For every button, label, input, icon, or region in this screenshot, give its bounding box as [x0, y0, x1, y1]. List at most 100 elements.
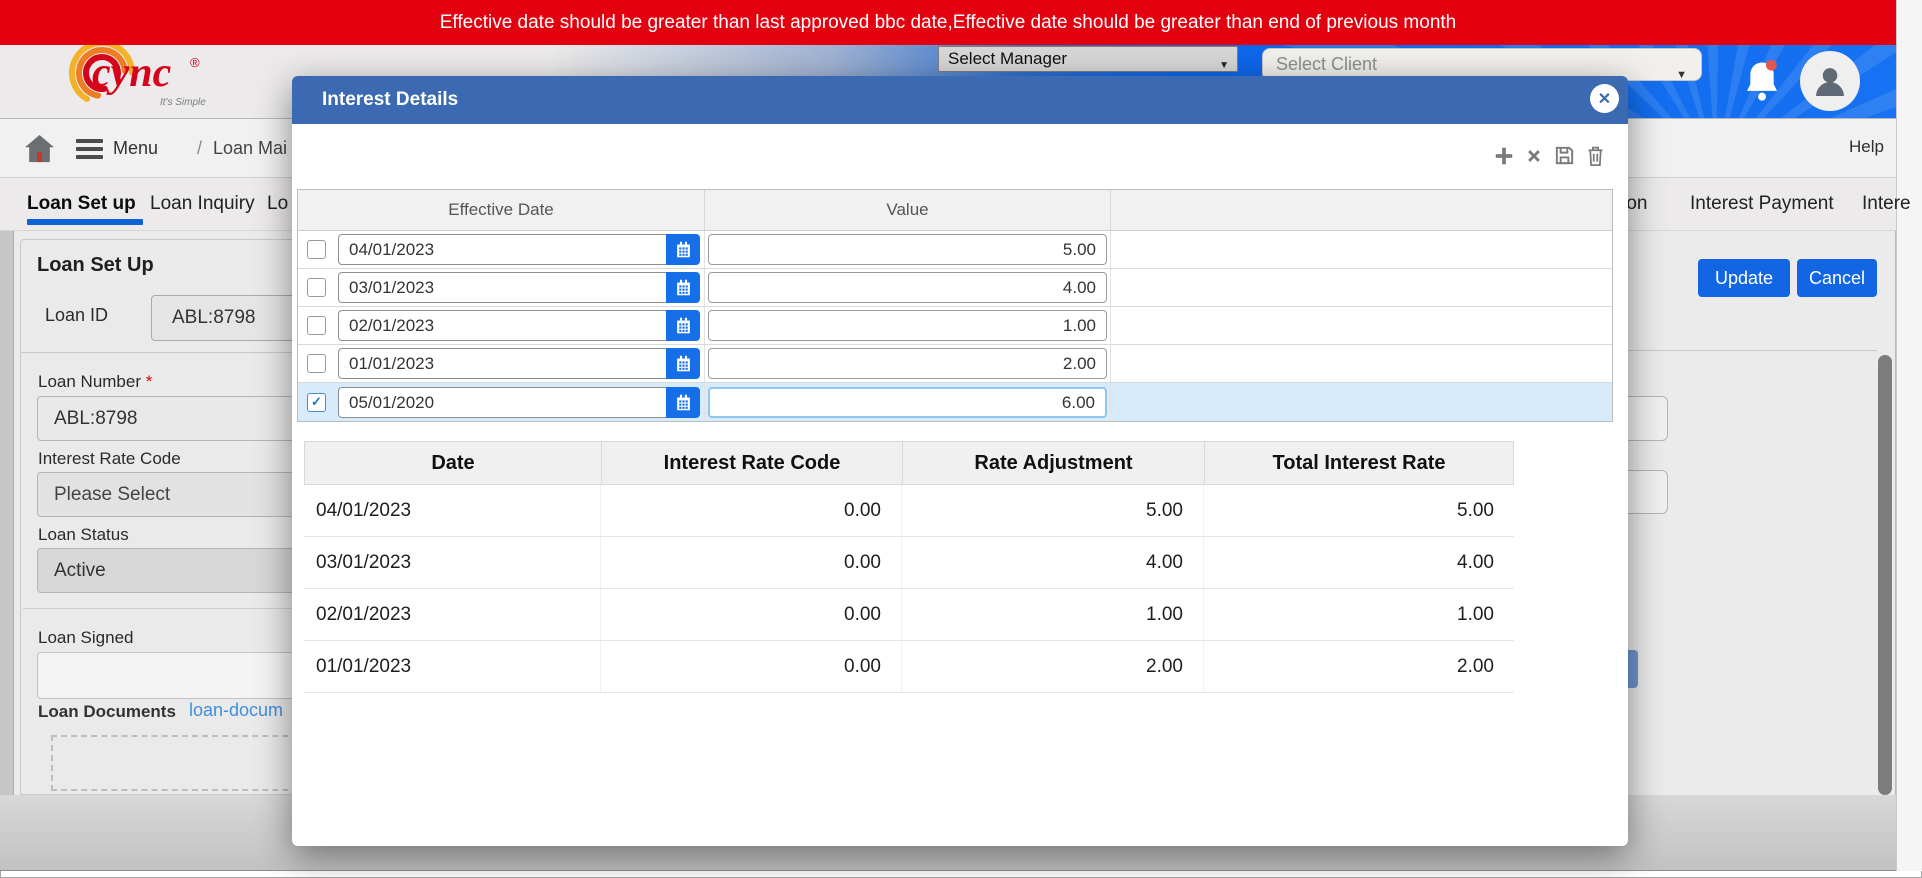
effective-date-input[interactable]: 02/01/2023	[338, 310, 666, 341]
total-interest-rate-column-header: Total Interest Rate	[1272, 451, 1446, 474]
interest-rate-code-cell: 0.00	[601, 641, 902, 692]
logo-registered-mark: ®	[190, 55, 200, 70]
interest-grid-row: 02/01/2023	[298, 307, 1612, 345]
calendar-button[interactable]	[666, 272, 700, 303]
page-title: Loan Set Up	[37, 254, 154, 276]
calendar-button[interactable]	[666, 234, 700, 265]
check-icon: ✓	[311, 394, 322, 409]
calendar-button[interactable]	[666, 348, 700, 379]
notifications-bell-icon[interactable]	[1742, 57, 1782, 103]
error-banner: Effective date should be greater than la…	[0, 0, 1896, 45]
tab-loan-clipped[interactable]: Lo	[267, 193, 289, 214]
client-select-placeholder: Select Client	[1276, 54, 1378, 74]
effective-date-input[interactable]: 04/01/2023	[338, 234, 666, 265]
interest-summary-table: Date Interest Rate Code Rate Adjustment …	[304, 441, 1514, 693]
calendar-button[interactable]	[666, 386, 700, 418]
row-checkbox[interactable]	[307, 354, 326, 373]
left-gutter	[0, 231, 14, 795]
loan-status-label: Loan Status	[38, 525, 129, 544]
interest-rate-code-cell: 0.00	[601, 485, 902, 536]
value-input[interactable]: 2.00	[708, 348, 1107, 379]
loan-number-label: Loan Number *	[38, 372, 153, 391]
interest-grid-row: 03/01/2023	[298, 269, 1612, 307]
loan-documents-link[interactable]: loan-docum	[189, 700, 284, 720]
summary-table-header: Date Interest Rate Code Rate Adjustment …	[304, 441, 1514, 485]
home-icon[interactable]	[24, 134, 55, 168]
total-interest-rate-cell: 1.00	[1457, 603, 1494, 625]
date-cell: 02/01/2023	[304, 589, 601, 640]
calendar-icon	[676, 317, 690, 334]
calendar-button[interactable]	[666, 310, 700, 341]
calendar-icon	[676, 241, 690, 258]
manager-select-value: Select Manager	[948, 49, 1068, 68]
row-checkbox[interactable]	[307, 316, 326, 335]
calendar-icon	[676, 394, 690, 410]
help-link[interactable]: Help	[1849, 137, 1884, 156]
value-input[interactable]: 6.00	[708, 386, 1107, 418]
save-button[interactable]	[1553, 144, 1576, 167]
close-icon[interactable]: ✕	[1590, 84, 1619, 113]
loan-signed-label: Loan Signed	[38, 628, 134, 647]
x-icon	[1528, 149, 1540, 162]
loan-id-label: Loan ID	[45, 305, 109, 325]
value-input[interactable]: 1.00	[708, 310, 1107, 341]
tab-loan-inquiry[interactable]: Loan Inquiry	[150, 193, 255, 214]
loan-documents-label: Loan Documents	[38, 702, 176, 721]
vertical-scrollbar[interactable]	[1878, 355, 1892, 795]
row-checkbox[interactable]: ✓	[307, 392, 326, 412]
rate-adjustment-cell: 2.00	[902, 641, 1204, 692]
summary-table-row: 02/01/2023 0.00 1.00 1.00	[304, 589, 1514, 641]
breadcrumb-page[interactable]: Loan Mai	[213, 138, 288, 158]
total-interest-rate-cell: 4.00	[1457, 551, 1494, 573]
effective-date-input[interactable]: 03/01/2023	[338, 272, 666, 303]
manager-select[interactable]: Select Manager ▼	[938, 46, 1238, 72]
date-column-header: Date	[305, 442, 602, 484]
interest-details-modal: Interest Details ✕	[292, 76, 1628, 846]
value-column-header: Value	[704, 190, 1110, 230]
interest-rate-code-label: Interest Rate Code	[38, 449, 181, 468]
client-select[interactable]: Select Client ▼	[1262, 48, 1702, 81]
remove-row-button[interactable]	[1524, 146, 1544, 166]
interest-grid-row: 01/01/2023	[298, 345, 1612, 383]
chevron-down-icon: ▼	[1219, 60, 1229, 71]
summary-table-row: 04/01/2023 0.00 5.00 5.00	[304, 485, 1514, 537]
active-tab-underline	[27, 219, 143, 225]
interest-grid-body: 04/01/2023	[298, 231, 1612, 421]
date-cell: 03/01/2023	[304, 537, 601, 588]
menu-label[interactable]: Menu	[113, 138, 159, 158]
tab-interest-payment[interactable]: Interest Payment	[1690, 193, 1834, 214]
logo-tagline: It's Simple	[160, 97, 206, 108]
value-input[interactable]: 5.00	[708, 234, 1107, 265]
calendar-icon	[676, 355, 690, 372]
update-button[interactable]: Update	[1698, 259, 1790, 297]
rate-adjustment-cell: 4.00	[902, 537, 1204, 588]
tab-interest-clipped[interactable]: Intere	[1862, 193, 1911, 214]
value-input[interactable]: 4.00	[708, 272, 1107, 303]
modal-toolbar	[1493, 144, 1606, 167]
interest-grid: Effective Date Value 04/01/2023	[297, 189, 1613, 422]
plus-icon	[1495, 147, 1513, 164]
cancel-button[interactable]: Cancel	[1797, 259, 1877, 297]
chevron-down-icon: ▼	[1676, 69, 1687, 81]
add-row-button[interactable]	[1493, 145, 1515, 167]
tab-loan-setup[interactable]: Loan Set up	[27, 193, 136, 214]
required-asterisk: *	[145, 372, 153, 391]
delete-button[interactable]	[1585, 144, 1606, 167]
summary-table-row: 03/01/2023 0.00 4.00 4.00	[304, 537, 1514, 589]
effective-date-column-header: Effective Date	[448, 200, 554, 219]
total-interest-rate-cell: 5.00	[1457, 499, 1494, 521]
hamburger-menu-icon[interactable]	[76, 139, 103, 163]
interest-rate-code-cell: 0.00	[601, 589, 902, 640]
rate-adjustment-column-header: Rate Adjustment	[903, 442, 1205, 484]
effective-date-input[interactable]: 05/01/2020	[338, 386, 666, 418]
company-logo: cync ® It's Simple	[64, 29, 234, 130]
row-checkbox[interactable]	[307, 278, 326, 297]
row-checkbox[interactable]	[307, 240, 326, 259]
panel-divider	[1500, 350, 1877, 351]
interest-rate-code-column-header: Interest Rate Code	[602, 442, 903, 484]
empty-column-header	[1110, 190, 1612, 230]
effective-date-input[interactable]: 01/01/2023	[338, 348, 666, 379]
user-avatar[interactable]	[1800, 51, 1860, 111]
error-message: Effective date should be greater than la…	[439, 11, 1457, 33]
